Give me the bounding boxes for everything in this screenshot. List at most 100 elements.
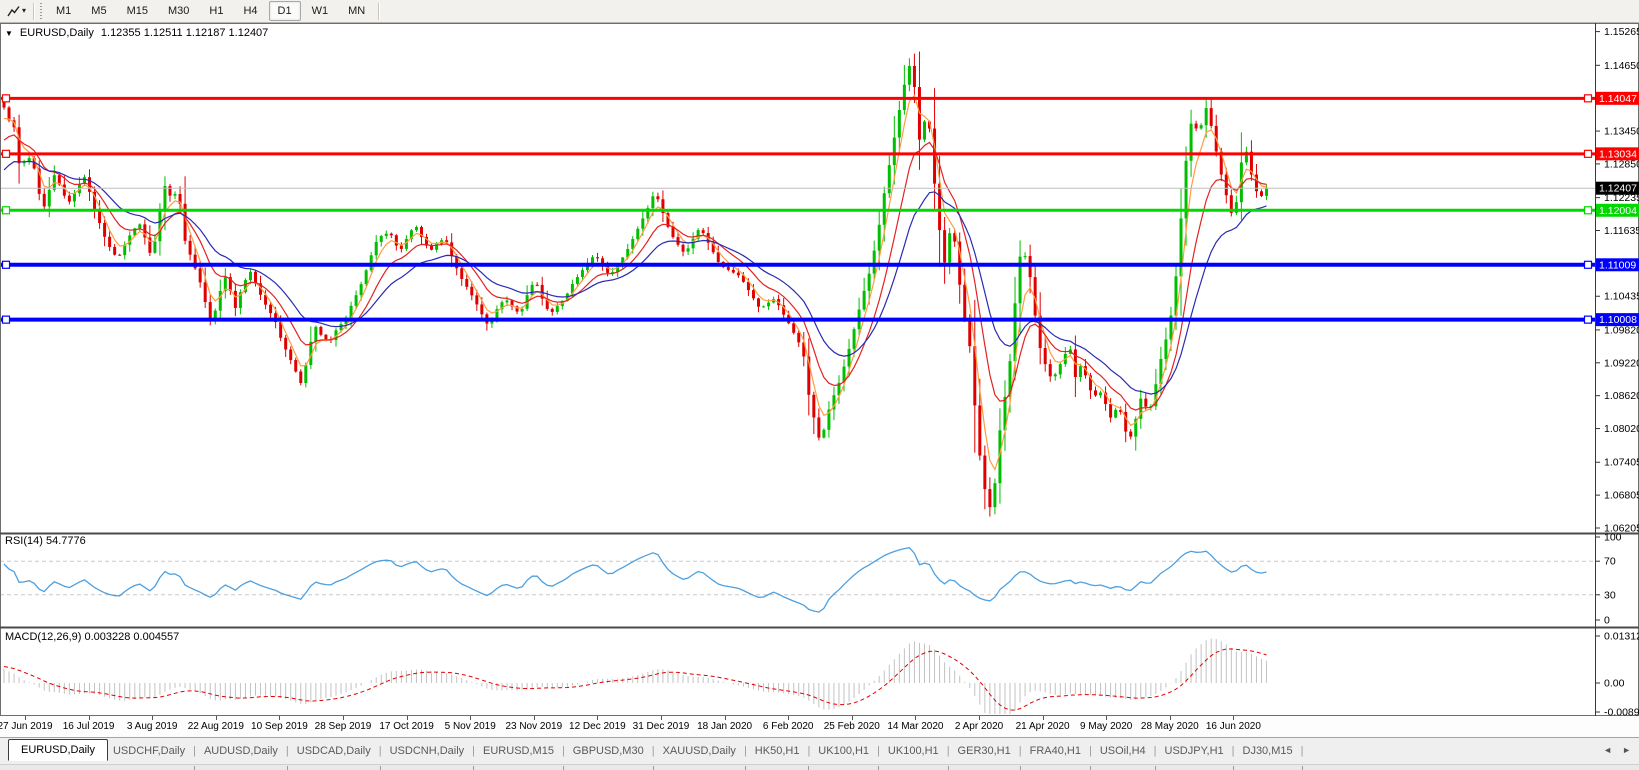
- candle-body: [183, 203, 187, 241]
- level-handle[interactable]: [1583, 260, 1593, 269]
- candle-body: [802, 342, 806, 357]
- candle-body: [852, 329, 856, 349]
- level-handle[interactable]: [1583, 206, 1593, 215]
- candle-body: [832, 395, 836, 410]
- level-handle[interactable]: [1, 149, 11, 158]
- candle-body: [138, 224, 142, 229]
- time-axis-tick: [279, 716, 281, 720]
- candle-body: [113, 246, 117, 255]
- timeframe-button-mn[interactable]: MN: [348, 5, 366, 17]
- tab-separator: |: [1088, 745, 1092, 757]
- candle-body: [872, 250, 876, 274]
- chart-tab-hk50-h1[interactable]: HK50,H1: [754, 745, 800, 757]
- timeframe-button-d1[interactable]: D1: [268, 1, 301, 21]
- time-axis-label: 27 Jun 2019: [0, 721, 53, 732]
- candle-body: [736, 272, 740, 276]
- candle-body: [37, 168, 41, 194]
- timeframe-button-w1[interactable]: W1: [311, 5, 329, 17]
- chart-tab-usdjpy-h1[interactable]: USDJPY,H1: [1164, 745, 1224, 757]
- timeframe-button-m30[interactable]: M30: [167, 5, 190, 17]
- candle-body: [1038, 315, 1042, 349]
- time-axis-label: 12 Dec 2019: [569, 721, 626, 732]
- level-handle[interactable]: [1583, 315, 1593, 324]
- rsi-axis-label: 30: [1604, 589, 1616, 601]
- time-axis-label: 17 Oct 2019: [379, 721, 434, 732]
- price-axis-label: 1.14650: [1604, 60, 1639, 72]
- candle-body: [404, 239, 408, 249]
- chart-tab-audusd-daily[interactable]: AUDUSD,Daily: [203, 745, 278, 757]
- level-handle[interactable]: [1, 315, 11, 324]
- level-handle[interactable]: [1, 206, 11, 215]
- chart-canvas[interactable]: 1.15265 1.14650 1.13450 1.12850 1.12235 1.116…: [0, 23, 1639, 719]
- candle-body: [1134, 418, 1138, 437]
- price-axis-label: 1.06805: [1604, 490, 1639, 502]
- chart-tab-eurusd-daily[interactable]: EURUSD,Daily: [8, 739, 108, 761]
- candle-body: [1194, 123, 1198, 129]
- tab-scroll-left-icon[interactable]: ◄: [1603, 745, 1613, 755]
- tab-scroll-right-icon[interactable]: ►: [1622, 745, 1631, 755]
- macd-plot-area[interactable]: [0, 627, 1595, 716]
- chart-background: [0, 23, 1639, 716]
- level-handle[interactable]: [1583, 94, 1593, 103]
- candle-body: [912, 65, 916, 88]
- candle-body: [47, 189, 51, 207]
- time-axis-label: 28 Sep 2019: [314, 721, 372, 732]
- chart-tab-eurusd-m15[interactable]: EURUSD,M15: [483, 745, 554, 757]
- strip-tick: [745, 766, 746, 770]
- candle-body: [314, 326, 318, 342]
- candle-body: [1154, 384, 1158, 407]
- time-axis[interactable]: 27 Jun 2019 16 Jul 2019 3 Aug 2019 22 Aug 2…: [0, 716, 1639, 737]
- chart-tab-usdchf-daily[interactable]: USDCHF,Daily: [112, 745, 186, 757]
- candle-body: [173, 194, 177, 196]
- candle-body: [978, 405, 982, 456]
- candle-body: [1249, 151, 1253, 175]
- timeframe-button-h4[interactable]: H4: [243, 5, 258, 17]
- candle-body: [1043, 348, 1047, 365]
- candle-body: [616, 264, 620, 273]
- chart-tab-usoil-h4[interactable]: USOil,H4: [1099, 745, 1146, 757]
- level-handle[interactable]: [1583, 149, 1593, 158]
- timeframe-button-h1[interactable]: H1: [209, 5, 224, 17]
- chart-tab-ger30-h1[interactable]: GER30,H1: [957, 745, 1011, 757]
- candle-body: [294, 360, 298, 372]
- candle-body: [837, 382, 841, 396]
- timeframe-button-m5[interactable]: M5: [91, 5, 107, 17]
- macd-indicator-label: MACD(12,26,9) 0.003228 0.004557: [5, 631, 180, 643]
- candle-body: [1219, 151, 1223, 175]
- chart-tab-uk100-h1[interactable]: UK100,H1: [887, 745, 939, 757]
- trendline-tool-button[interactable]: ▾: [3, 4, 30, 19]
- candle-body: [470, 286, 474, 296]
- candle-body: [943, 230, 947, 263]
- time-axis-tick: [533, 716, 535, 720]
- chart-tab-usdcnh-daily[interactable]: USDCNH,Daily: [389, 745, 465, 757]
- toolbar-grip[interactable]: [39, 3, 44, 19]
- price-axis-label: 1.12235: [1604, 192, 1639, 204]
- rsi-plot-area[interactable]: [0, 533, 1595, 627]
- timeframe-button-m15[interactable]: M15: [126, 5, 148, 17]
- candle-body: [953, 233, 957, 242]
- price-badge-label: 1.12407: [1599, 183, 1637, 195]
- time-axis-tick: [661, 716, 662, 720]
- candle-body: [22, 162, 26, 164]
- candle-body: [339, 324, 343, 331]
- candle-body: [334, 330, 338, 341]
- chart-tab-fra40-h1[interactable]: FRA40,H1: [1029, 745, 1081, 757]
- chart-tab-uk100-h1[interactable]: UK100,H1: [818, 745, 870, 757]
- level-handle[interactable]: [1, 260, 11, 269]
- candle-body: [812, 394, 816, 418]
- candle-body: [963, 284, 967, 319]
- candle-body: [500, 302, 504, 310]
- candle-body: [1199, 125, 1203, 129]
- chart-tab-dj30-m15[interactable]: DJ30,M15: [1242, 745, 1293, 757]
- level-handle[interactable]: [1, 94, 11, 103]
- chart-tab-gbpusd-m30[interactable]: GBPUSD,M30: [572, 745, 644, 757]
- candle-body: [892, 137, 896, 166]
- timeframe-button-m1[interactable]: M1: [56, 5, 72, 17]
- price-axis-label: 1.11635: [1604, 225, 1639, 237]
- chart-tab-xauusd-daily[interactable]: XAUUSD,Daily: [662, 745, 736, 757]
- candle-body: [233, 290, 237, 308]
- chart-symbol-label: EURUSD,Daily: [19, 27, 94, 39]
- collapse-triangle-icon[interactable]: ▼: [5, 28, 13, 38]
- chart-tab-usdcad-daily[interactable]: USDCAD,Daily: [296, 745, 371, 757]
- time-axis-tick: [788, 716, 790, 720]
